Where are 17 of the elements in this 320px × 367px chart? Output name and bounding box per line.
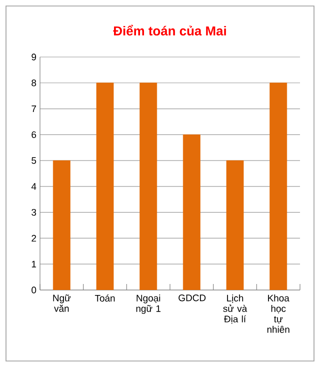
y-tick-label: 6 <box>32 131 36 138</box>
y-tick-label: 7 <box>32 106 36 112</box>
x-tick-label: Ngữ văn <box>53 294 71 312</box>
y-tick-label: 8 <box>32 80 36 86</box>
x-tick-label: GDCD <box>178 294 206 302</box>
chart-title: Điểm toán của Mai <box>113 24 226 36</box>
y-tick-label: 4 <box>31 183 36 190</box>
y-tick-label: 3 <box>32 208 36 216</box>
x-tick-label: Khoa học tự nhiên <box>267 294 290 333</box>
y-tick-label: 5 <box>32 157 36 164</box>
y-tick-label: 9 <box>32 54 36 60</box>
x-tick-label: Toán <box>94 294 115 302</box>
x-tick-label: Ngoại ngữ 1 <box>136 294 160 314</box>
y-tick-label: 0 <box>32 286 36 294</box>
y-tick-label: 1 <box>32 260 36 268</box>
y-tick-label: 2 <box>32 234 36 242</box>
x-tick-label: Lịch sử và Địa lí <box>223 294 248 324</box>
